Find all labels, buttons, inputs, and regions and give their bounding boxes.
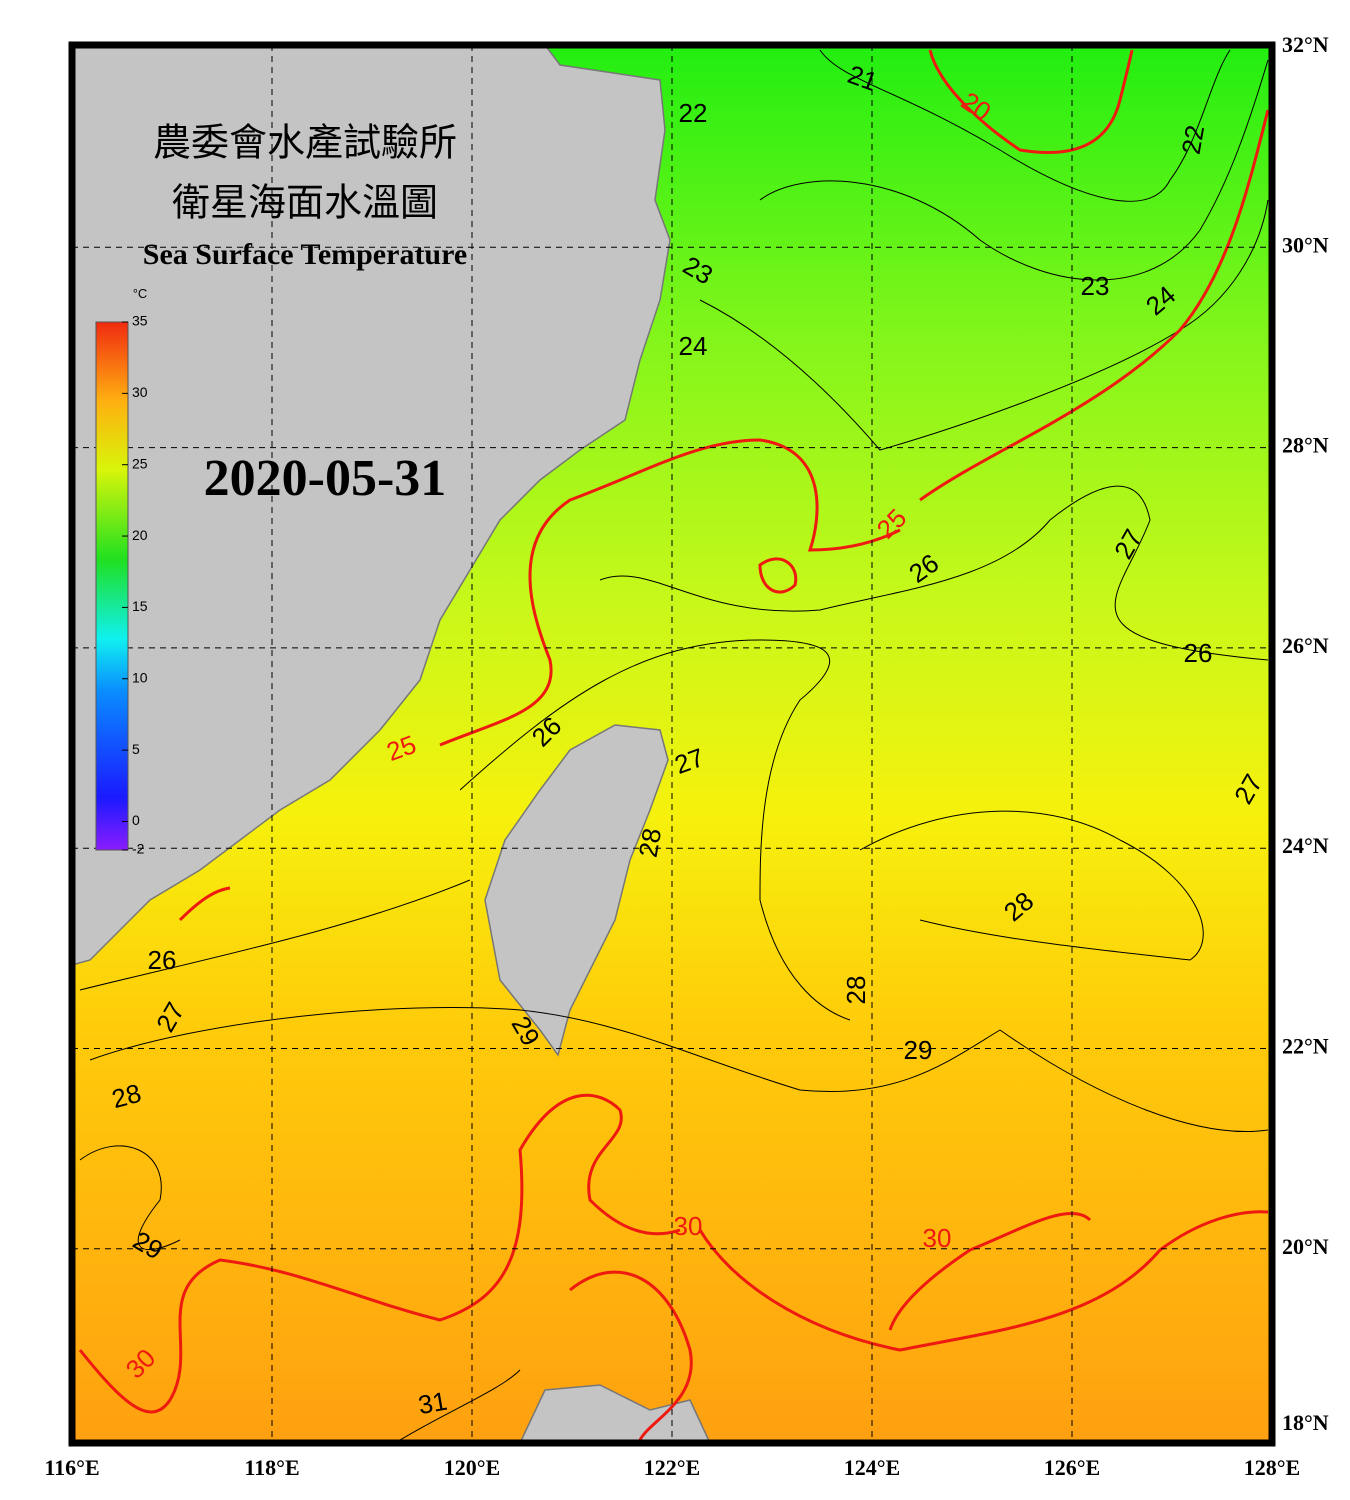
latitude-label: 24°N (1282, 833, 1329, 858)
longitude-label: 116°E (44, 1455, 99, 1480)
contour-label: 28 (841, 976, 871, 1005)
contour-label: 29 (904, 1035, 933, 1065)
contour-label: 26 (1184, 638, 1213, 668)
date: 2020-05-31 (204, 450, 447, 507)
colorbar-tick-label: 15 (132, 598, 148, 614)
contours (79, 49, 1269, 1441)
colorbar-tick-label: 5 (132, 741, 140, 757)
longitude-label: 122°E (644, 1455, 700, 1480)
colorbar-tick-label: 30 (132, 384, 148, 400)
latitude-label: 30°N (1282, 232, 1329, 257)
graticule (72, 45, 1272, 1443)
contour-label: 30 (923, 1223, 952, 1253)
contour-label: 30 (674, 1211, 703, 1241)
colorbar (95, 321, 129, 851)
contour-label: 26 (148, 945, 177, 975)
contour-label: 31 (416, 1386, 450, 1421)
longitude-label: 126°E (1044, 1455, 1100, 1480)
contour-label: 23 (1081, 271, 1110, 301)
colorbar-tick-label: -2 (132, 841, 145, 857)
colorbar-tick-label: 25 (132, 455, 148, 471)
latitude-label: 26°N (1282, 633, 1329, 658)
longitude-label: 120°E (444, 1455, 500, 1480)
title-line1: 農委會水產試驗所 (153, 121, 457, 165)
red-contours (78, 49, 1270, 1441)
colorbar-tick-label: 35 (132, 313, 148, 329)
latitude-label: 18°N (1282, 1410, 1329, 1435)
mainland-china (71, 44, 671, 966)
colorbar-tick-label: 0 (132, 812, 140, 828)
latitude-label: 32°N (1282, 32, 1329, 57)
contour-label: 22 (679, 98, 708, 128)
map-frame (68, 41, 1276, 1447)
contour-label: 22 (1176, 123, 1211, 157)
colorbar-tick-label: 10 (132, 669, 148, 685)
longitude-label: 118°E (244, 1455, 299, 1480)
latitude-label: 22°N (1282, 1034, 1329, 1059)
latitude-label: 20°N (1282, 1234, 1329, 1259)
taiwan (484, 724, 669, 1057)
contour-label: 24 (679, 331, 708, 361)
colorbar-unit: °C (133, 286, 148, 301)
colorbar-tick-label: 20 (132, 527, 148, 543)
title-line3: Sea Surface Temperature (143, 238, 467, 271)
latitude-label: 28°N (1282, 433, 1329, 458)
title-line2: 衛星海面水溫圖 (172, 181, 438, 225)
longitude-label: 124°E (844, 1455, 900, 1480)
contour-label: 28 (633, 826, 668, 860)
longitude-label: 128°E (1244, 1455, 1300, 1480)
